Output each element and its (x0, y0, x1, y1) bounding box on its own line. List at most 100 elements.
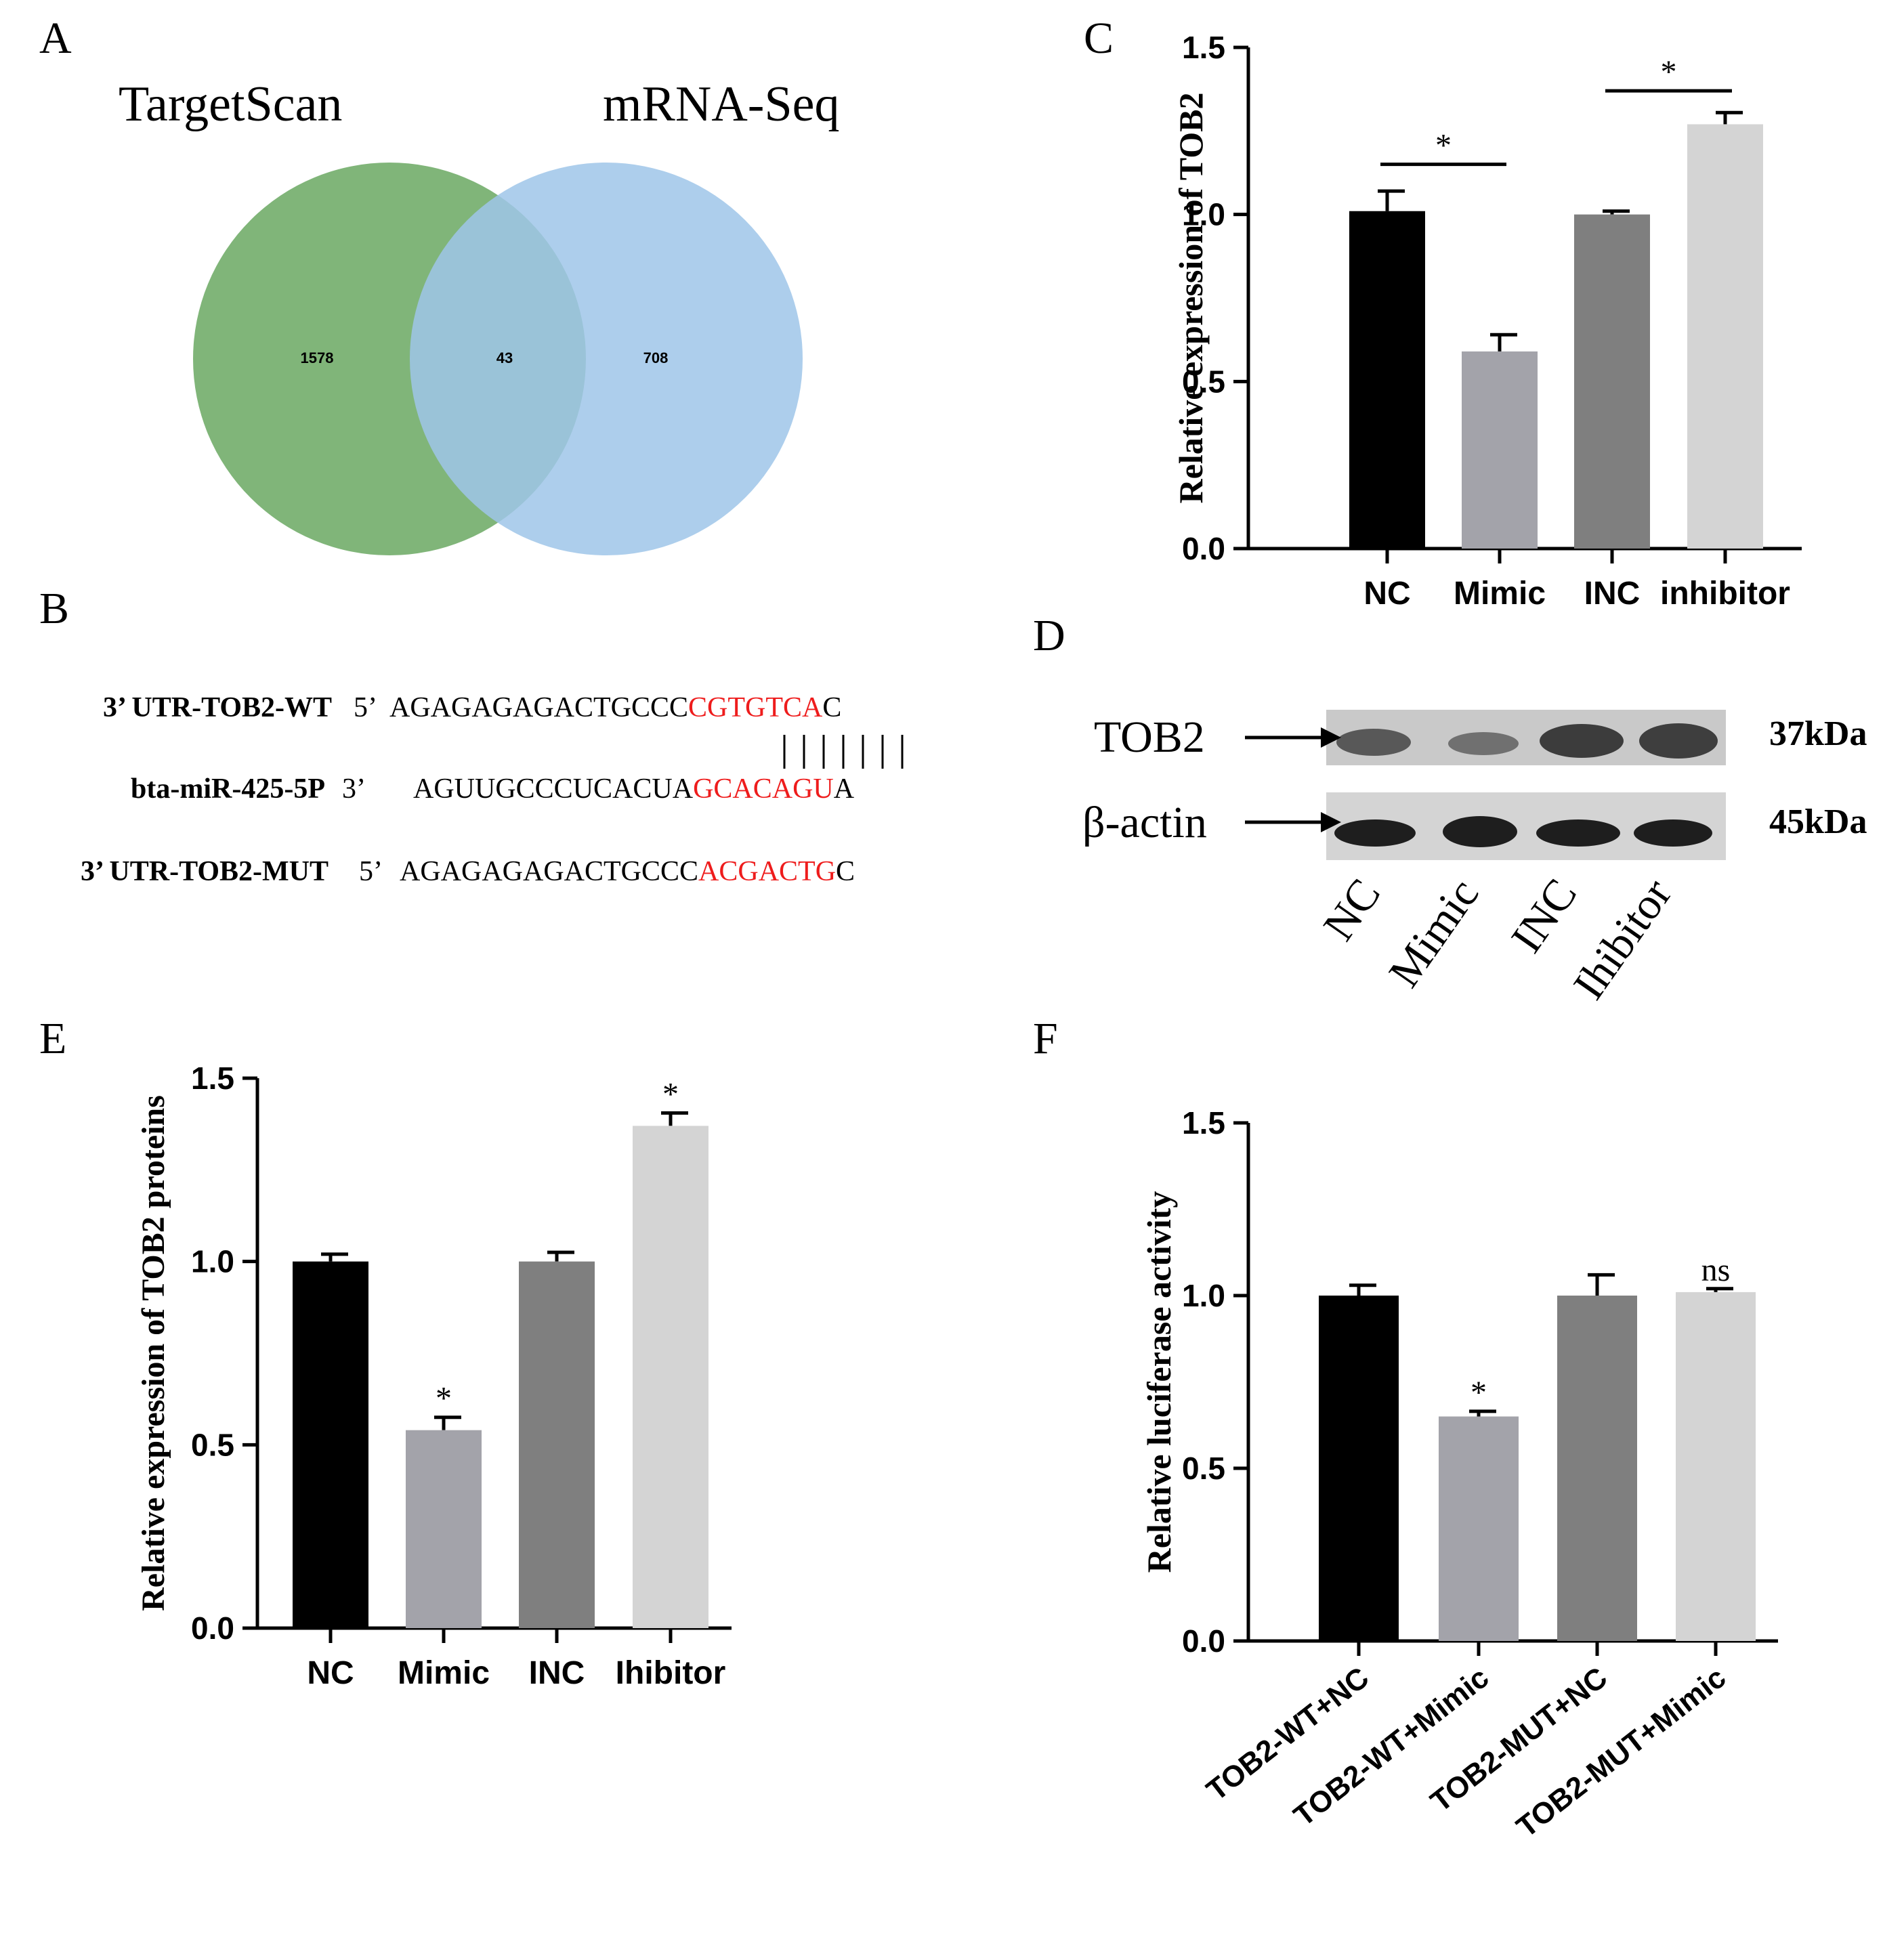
sequence-text: AGUUGCCCUCACUAGCACAGUA (413, 773, 855, 805)
y-tick-label: 1.0 (1182, 197, 1225, 232)
blot-lane-label: Ihibitor (1564, 870, 1681, 1008)
panel-letter-e: E (39, 1014, 66, 1063)
chart-panel-e: 0.0 0.5 1.0 1.5 Relative expression of TOB2 … (135, 1061, 732, 1691)
y-tick-label: 1.0 (1182, 1278, 1225, 1313)
blot-size-tob2: 37kDa (1769, 714, 1867, 753)
sequence-text: AGAGAGAGACTGCCCCGTGTCAC (389, 692, 841, 723)
chart-panel-c: 0.0 0.5 1.0 1.5 Relative expression of TOB2 N… (1172, 30, 1802, 612)
blot-band (1336, 729, 1411, 756)
sequence-name: 3’ UTR-TOB2-MUT (81, 856, 329, 887)
y-tick-label: 0.0 (1182, 1623, 1225, 1659)
sequence-end: 5’ (359, 856, 383, 887)
sequence-end: 5’ (354, 692, 377, 723)
blot-band (1540, 724, 1624, 758)
significance-mark: * (662, 1076, 679, 1112)
blot-band (1536, 819, 1620, 847)
bar (293, 1261, 368, 1628)
blot-strip-tob2 (1326, 710, 1726, 765)
x-tick-label: Mimic (398, 1655, 490, 1691)
blot-band (1634, 819, 1712, 847)
sequence-text: AGAGAGAGACTGCCCACGACTGC (400, 856, 855, 887)
y-axis-title: Relative expression of TOB2 proteins (135, 1095, 171, 1611)
blot-band (1334, 819, 1416, 847)
sequence-seed: ACGACTG (698, 856, 836, 887)
y-tick-label: 1.0 (191, 1244, 234, 1279)
sequence-seed: CGTGTCA (688, 692, 823, 723)
blot-label-tob2: TOB2 (1094, 712, 1205, 762)
sequence-name: bta-miR-425-5P (131, 773, 325, 805)
venn-left-count: 1578 (301, 349, 334, 366)
sequence-seed: GCACAGU (693, 773, 834, 805)
x-tick-label: INC (529, 1655, 585, 1691)
y-tick-label: 0.5 (1182, 1451, 1225, 1486)
venn-right-count: 708 (643, 349, 669, 366)
blot-band (1448, 732, 1519, 755)
blot-lane-label: Mimic (1380, 870, 1489, 996)
venn-diagram: TargetScan mRNA-Seq 1578 43 708 (119, 77, 839, 555)
bar (1676, 1292, 1756, 1641)
venn-right-label: mRNA-Seq (603, 77, 839, 132)
sequence-prefix: AGUUGCCCUCACUA (413, 773, 694, 805)
sequence-row-mut: 3’ UTR-TOB2-MUT 5’ AGAGAGAGACTGCCCACGACT… (81, 856, 855, 887)
arrow-icon (1245, 812, 1341, 832)
bar (1574, 214, 1650, 549)
blot-strip-beta-actin (1326, 792, 1726, 860)
x-tick-label: TOB2-WT+Mimic (1288, 1661, 1495, 1833)
bar (519, 1261, 595, 1628)
panel-letter-c: C (1084, 14, 1114, 63)
blot-size-beta-actin: 45kDa (1769, 803, 1867, 841)
panel-letter-d: D (1033, 611, 1065, 660)
bar (1462, 351, 1538, 549)
blot-lane-label: NC (1314, 870, 1390, 950)
panel-letter-b: B (39, 584, 69, 633)
x-tick-label: Mimic (1454, 576, 1546, 612)
bar (1687, 124, 1763, 549)
y-tick-label: 1.5 (191, 1061, 234, 1096)
arrow-icon (1245, 727, 1341, 748)
y-tick-label: 0.5 (1182, 364, 1225, 399)
sequence-name: 3’ UTR-TOB2-WT (103, 692, 332, 723)
venn-circle-mrna-seq (410, 163, 803, 555)
venn-left-label: TargetScan (119, 77, 342, 132)
sequence-suffix: A (834, 773, 855, 805)
bar (1349, 211, 1425, 549)
bar (1319, 1296, 1399, 1641)
bar (1557, 1296, 1637, 1641)
significance-mark: * (1435, 128, 1452, 164)
y-tick-label: 0.5 (191, 1427, 234, 1462)
sequence-prefix: AGAGAGAGACTGCCC (400, 856, 698, 887)
sequence-suffix: C (822, 692, 841, 723)
y-tick-label: 1.5 (1182, 30, 1225, 65)
y-axis-title: Relative luciferase activity (1140, 1191, 1178, 1573)
blot-band (1443, 816, 1517, 847)
blot-band (1639, 723, 1718, 759)
venn-overlap-count: 43 (496, 349, 513, 366)
y-axis-title: Relative expression of TOB2 (1172, 93, 1210, 504)
sequence-row-wt: 3’ UTR-TOB2-WT 5’ AGAGAGAGACTGCCCCGTGTCA… (103, 692, 841, 723)
sequence-suffix: C (836, 856, 855, 887)
significance-mark: ns (1701, 1252, 1731, 1288)
blot-label-beta-actin: β-actin (1082, 798, 1207, 847)
sequence-prefix: AGAGAGAGACTGCCC (389, 692, 688, 723)
bar (633, 1126, 708, 1628)
y-tick-label: 0.0 (1182, 531, 1225, 566)
significance-mark: * (1471, 1375, 1487, 1411)
chart-panel-f: 0.0 0.5 1.0 1.5 Relative luciferase activity… (1140, 1105, 1778, 1844)
bar (1439, 1416, 1519, 1641)
x-tick-label: NC (1363, 576, 1410, 612)
x-tick-label: inhibitor (1660, 576, 1790, 612)
x-tick-label: TOB2-MUT+Mimic (1510, 1661, 1732, 1844)
x-tick-label: NC (307, 1655, 354, 1691)
sequence-end: 3’ (342, 773, 366, 805)
blot-lane-label: INC (1502, 870, 1586, 962)
significance-mark: * (436, 1381, 452, 1417)
significance-mark: * (1661, 54, 1677, 90)
bar (406, 1430, 482, 1628)
x-tick-label: INC (1584, 576, 1641, 612)
sequence-row-mirna: bta-miR-425-5P 3’ AGUUGCCCUCACUAGCACAGUA (131, 773, 855, 805)
panel-letter-a: A (39, 14, 72, 63)
x-tick-label: Ihibitor (616, 1655, 726, 1691)
y-tick-label: 1.5 (1182, 1105, 1225, 1140)
